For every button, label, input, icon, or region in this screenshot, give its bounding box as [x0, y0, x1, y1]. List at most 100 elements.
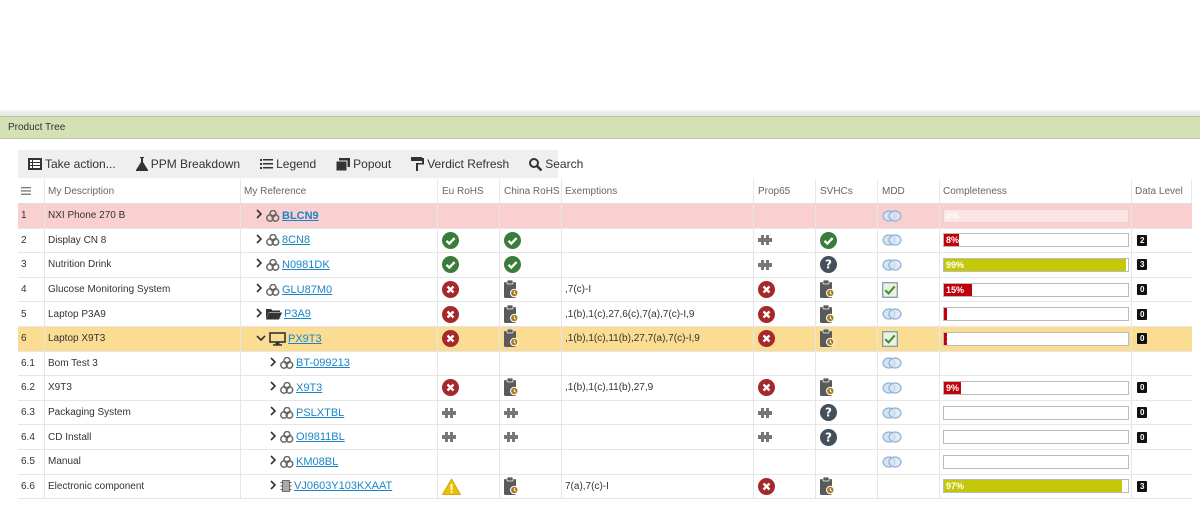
table-row[interactable]: 6 Laptop X9T3 PX9T3 ,1(b),1(c),11(b),27,7(a… [18, 326, 1192, 352]
table-row[interactable]: 4 Glucose Monitoring System GLU87M0 ,7(c)-I… [18, 277, 1192, 303]
table-row[interactable]: 1 NXI Phone 270 B BLCN9 0% [18, 204, 1192, 229]
reference-link[interactable]: PSLXTBL [296, 406, 345, 419]
check-icon[interactable] [442, 256, 459, 274]
puzzle-icon[interactable] [504, 407, 518, 418]
check-icon[interactable] [504, 231, 521, 249]
cross-icon[interactable] [442, 379, 459, 397]
puzzle-icon[interactable] [504, 432, 518, 443]
chevron-right-icon[interactable] [270, 455, 277, 468]
chevron-right-icon[interactable] [270, 357, 277, 370]
rings-icon[interactable] [882, 308, 902, 320]
chevron-right-icon[interactable] [270, 406, 277, 419]
clipboard-icon[interactable] [820, 280, 835, 299]
reference-link[interactable]: BLCN9 [282, 209, 319, 222]
table-row[interactable]: 6.3 Packaging System PSLXTBL? 0 [18, 400, 1192, 426]
chevron-down-icon[interactable] [256, 333, 266, 345]
header-eu-rohs[interactable]: Eu RoHS [438, 179, 500, 203]
reference-link[interactable]: PX9T3 [288, 332, 322, 345]
clipboard-icon[interactable] [504, 476, 519, 496]
table-row[interactable]: 3 Nutrition Drink N0981DK? 99% 3 [18, 253, 1192, 278]
clipboard-icon[interactable] [820, 476, 835, 496]
chevron-right-icon[interactable] [270, 381, 277, 394]
verdict-refresh-button[interactable]: Verdict Refresh [401, 150, 519, 178]
checkbox-icon[interactable] [882, 330, 898, 347]
rings-icon[interactable] [882, 406, 902, 419]
header-prop65[interactable]: Prop65 [754, 179, 816, 203]
take-action-button[interactable]: Take action... [18, 150, 126, 178]
cross-icon[interactable] [758, 281, 775, 299]
reference-link[interactable]: GLU87M0 [282, 283, 333, 296]
question-icon[interactable]: ? [820, 428, 837, 446]
rings-icon[interactable] [882, 456, 902, 468]
rings-icon[interactable] [882, 357, 902, 369]
chevron-right-icon[interactable] [270, 480, 277, 493]
header-exemptions[interactable]: Exemptions [562, 179, 754, 203]
cross-icon[interactable] [442, 281, 459, 299]
reference-link[interactable]: P3A9 [284, 308, 311, 321]
table-row[interactable]: 6.1 Bom Test 3 BT-099213 [18, 351, 1192, 377]
popout-button[interactable]: Popout [326, 150, 401, 178]
header-svhcs[interactable]: SVHCs [816, 179, 878, 203]
reference-link[interactable]: 8CN8 [282, 234, 311, 247]
table-row[interactable]: 2 Display CN 8 8CN8 8% 2 [18, 228, 1192, 254]
reference-link[interactable]: BT-099213 [296, 357, 350, 370]
chevron-right-icon[interactable] [256, 209, 263, 222]
header-china-rohs[interactable]: China RoHS [500, 179, 562, 203]
table-row[interactable]: 5 Laptop P3A9 P3A9 ,1(b),1(c),27,6(c),7(a),… [18, 302, 1192, 327]
chevron-right-icon[interactable] [256, 308, 263, 321]
clipboard-icon[interactable] [504, 304, 519, 324]
ppm-breakdown-button[interactable]: PPM Breakdown [126, 150, 250, 178]
header-ref[interactable]: My Reference [241, 179, 438, 203]
header-completeness[interactable]: Completeness [940, 179, 1132, 203]
cross-icon[interactable] [758, 330, 775, 348]
header-desc[interactable]: My Description [45, 179, 241, 203]
question-icon[interactable]: ? [820, 404, 837, 422]
clipboard-icon[interactable] [820, 329, 835, 348]
puzzle-icon[interactable] [442, 432, 456, 443]
reference-link[interactable]: OI9811BL [296, 431, 345, 444]
puzzle-icon[interactable] [758, 407, 772, 418]
warning-icon[interactable] [442, 478, 461, 495]
column-menu-icon[interactable] [18, 179, 45, 203]
puzzle-icon[interactable] [758, 432, 772, 443]
cross-icon[interactable] [442, 330, 459, 348]
clipboard-icon[interactable] [504, 329, 519, 348]
reference-link[interactable]: N0981DK [282, 258, 330, 271]
check-icon[interactable] [820, 231, 837, 249]
table-row[interactable]: 6.2 X9T3 X9T3,1(b),1(c),11(b),27,9 9% 0 [18, 376, 1192, 401]
chevron-right-icon[interactable] [256, 234, 263, 247]
header-mdd[interactable]: MDD [878, 179, 940, 203]
clipboard-icon[interactable] [504, 280, 519, 299]
chevron-right-icon[interactable] [256, 258, 263, 271]
chevron-right-icon[interactable] [256, 283, 263, 296]
search-button[interactable]: Search [519, 150, 593, 178]
chevron-right-icon[interactable] [270, 431, 277, 444]
question-icon[interactable]: ? [820, 256, 837, 274]
rings-icon[interactable] [882, 382, 902, 394]
clipboard-icon[interactable] [820, 304, 835, 324]
table-row[interactable]: 6.4 CD Install OI9811BL? 0 [18, 425, 1192, 450]
checkbox-icon[interactable] [882, 281, 898, 298]
rings-icon[interactable] [882, 210, 902, 222]
rings-icon[interactable] [882, 431, 902, 443]
cross-icon[interactable] [758, 379, 775, 397]
clipboard-icon[interactable] [820, 378, 835, 397]
header-data-level[interactable]: Data Level [1132, 179, 1192, 203]
legend-button[interactable]: Legend [250, 150, 326, 178]
reference-link[interactable]: X9T3 [296, 381, 323, 394]
puzzle-icon[interactable] [758, 235, 772, 246]
cross-icon[interactable] [758, 305, 775, 323]
reference-link[interactable]: VJ0603Y103KXAAT [294, 480, 393, 493]
table-row[interactable]: 6.5 Manual KM08BL [18, 449, 1192, 475]
puzzle-icon[interactable] [442, 407, 456, 418]
check-icon[interactable] [442, 231, 459, 249]
reference-link[interactable]: KM08BL [296, 455, 339, 468]
table-row[interactable]: 6.6 Electronic component VJ0603Y103KXAAT 7(… [18, 474, 1192, 500]
rings-icon[interactable] [882, 234, 902, 246]
puzzle-icon[interactable] [758, 259, 772, 270]
check-icon[interactable] [504, 256, 521, 274]
cross-icon[interactable] [758, 477, 775, 495]
cross-icon[interactable] [442, 305, 459, 323]
clipboard-icon[interactable] [504, 378, 519, 397]
rings-icon[interactable] [882, 259, 902, 271]
